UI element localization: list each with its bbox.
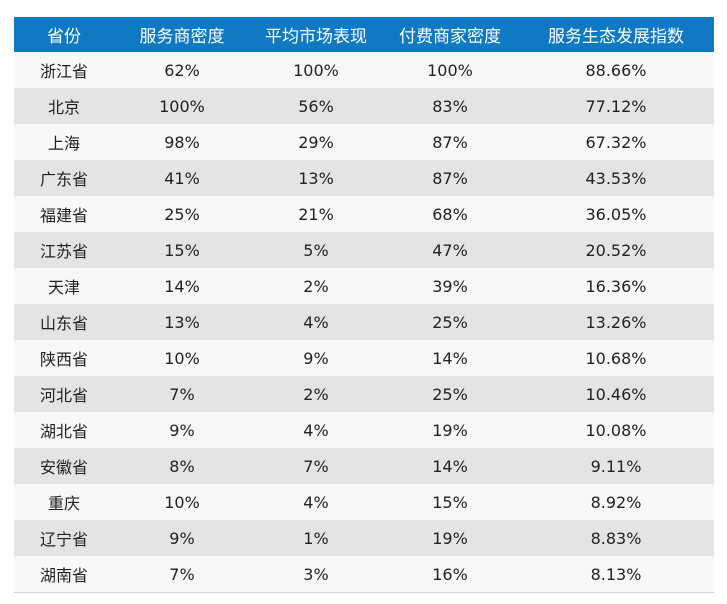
service-provider-density-cell: 9% [114,520,250,556]
province-cell: 安徽省 [14,448,114,484]
paying-merchant-density-cell: 25% [382,304,518,340]
table-row: 重庆 10% 4% 15% 8.92% [14,484,714,520]
service-provider-density-cell: 41% [114,160,250,196]
market-performance-cell: 100% [250,52,382,88]
service-provider-density-cell: 14% [114,268,250,304]
paying-merchant-density-cell: 39% [382,268,518,304]
service-provider-density-cell: 7% [114,556,250,592]
paying-merchant-density-cell: 19% [382,520,518,556]
paying-merchant-density-cell: 15% [382,484,518,520]
ecosystem-index-cell: 10.08% [518,412,714,448]
table-row: 浙江省 62% 100% 100% 88.66% [14,52,714,88]
market-performance-cell: 4% [250,484,382,520]
service-provider-density-cell: 15% [114,232,250,268]
ecosystem-index-cell: 10.46% [518,376,714,412]
paying-merchant-density-cell: 87% [382,124,518,160]
ecosystem-index-cell: 36.05% [518,196,714,232]
data-table-container: 省份 服务商密度 平均市场表现 付费商家密度 服务生态发展指数 浙江省 62% 10… [14,17,714,593]
ecosystem-index-cell: 77.12% [518,88,714,124]
service-provider-density-cell: 100% [114,88,250,124]
province-cell: 河北省 [14,376,114,412]
service-provider-density-cell: 62% [114,52,250,88]
province-cell: 浙江省 [14,52,114,88]
service-provider-density-cell: 25% [114,196,250,232]
market-performance-cell: 4% [250,412,382,448]
table-row: 湖南省 7% 3% 16% 8.13% [14,556,714,592]
paying-merchant-density-cell: 19% [382,412,518,448]
table-row: 山东省 13% 4% 25% 13.26% [14,304,714,340]
table-row: 湖北省 9% 4% 19% 10.08% [14,412,714,448]
service-provider-density-cell: 98% [114,124,250,160]
paying-merchant-density-cell: 68% [382,196,518,232]
table-row: 广东省 41% 13% 87% 43.53% [14,160,714,196]
ecosystem-index-cell: 20.52% [518,232,714,268]
ecosystem-index-cell: 43.53% [518,160,714,196]
province-cell: 湖南省 [14,556,114,592]
paying-merchant-density-cell: 14% [382,448,518,484]
province-cell: 福建省 [14,196,114,232]
service-provider-density-cell: 8% [114,448,250,484]
ecosystem-index-cell: 10.68% [518,340,714,376]
ecosystem-index-cell: 8.83% [518,520,714,556]
service-provider-density-cell: 9% [114,412,250,448]
ecosystem-index-cell: 67.32% [518,124,714,160]
table-row: 福建省 25% 21% 68% 36.05% [14,196,714,232]
market-performance-cell: 4% [250,304,382,340]
province-cell: 陕西省 [14,340,114,376]
ecosystem-index-cell: 8.92% [518,484,714,520]
market-performance-cell: 3% [250,556,382,592]
market-performance-cell: 21% [250,196,382,232]
ecosystem-index-cell: 8.13% [518,556,714,592]
province-cell: 辽宁省 [14,520,114,556]
table-row: 江苏省 15% 5% 47% 20.52% [14,232,714,268]
header-cell: 省份 [14,17,114,52]
paying-merchant-density-cell: 25% [382,376,518,412]
table-row: 北京 100% 56% 83% 77.12% [14,88,714,124]
province-cell: 山东省 [14,304,114,340]
table-row: 上海 98% 29% 87% 67.32% [14,124,714,160]
header-cell: 服务商密度 [114,17,250,52]
service-provider-density-cell: 13% [114,304,250,340]
market-performance-cell: 2% [250,268,382,304]
ecosystem-index-cell: 88.66% [518,52,714,88]
service-provider-density-cell: 10% [114,484,250,520]
ecosystem-index-cell: 16.36% [518,268,714,304]
table-header-row: 省份 服务商密度 平均市场表现 付费商家密度 服务生态发展指数 [14,17,714,52]
market-performance-cell: 29% [250,124,382,160]
province-cell: 广东省 [14,160,114,196]
province-cell: 江苏省 [14,232,114,268]
paying-merchant-density-cell: 14% [382,340,518,376]
header-cell: 服务生态发展指数 [518,17,714,52]
market-performance-cell: 1% [250,520,382,556]
table-row: 陕西省 10% 9% 14% 10.68% [14,340,714,376]
market-performance-cell: 13% [250,160,382,196]
market-performance-cell: 7% [250,448,382,484]
paying-merchant-density-cell: 47% [382,232,518,268]
market-performance-cell: 2% [250,376,382,412]
table-row: 安徽省 8% 7% 14% 9.11% [14,448,714,484]
province-ecosystem-table: 省份 服务商密度 平均市场表现 付费商家密度 服务生态发展指数 浙江省 62% 10… [14,17,714,592]
market-performance-cell: 9% [250,340,382,376]
paying-merchant-density-cell: 16% [382,556,518,592]
table-body: 浙江省 62% 100% 100% 88.66% 北京 100% 56% 83% 77.12% 上海… [14,52,714,592]
market-performance-cell: 5% [250,232,382,268]
paying-merchant-density-cell: 83% [382,88,518,124]
province-cell: 天津 [14,268,114,304]
province-cell: 重庆 [14,484,114,520]
paying-merchant-density-cell: 100% [382,52,518,88]
market-performance-cell: 56% [250,88,382,124]
table-row: 辽宁省 9% 1% 19% 8.83% [14,520,714,556]
ecosystem-index-cell: 9.11% [518,448,714,484]
table-row: 天津 14% 2% 39% 16.36% [14,268,714,304]
header-cell: 付费商家密度 [382,17,518,52]
table-row: 河北省 7% 2% 25% 10.46% [14,376,714,412]
header-cell: 平均市场表现 [250,17,382,52]
service-provider-density-cell: 7% [114,376,250,412]
ecosystem-index-cell: 13.26% [518,304,714,340]
paying-merchant-density-cell: 87% [382,160,518,196]
service-provider-density-cell: 10% [114,340,250,376]
province-cell: 北京 [14,88,114,124]
province-cell: 上海 [14,124,114,160]
province-cell: 湖北省 [14,412,114,448]
